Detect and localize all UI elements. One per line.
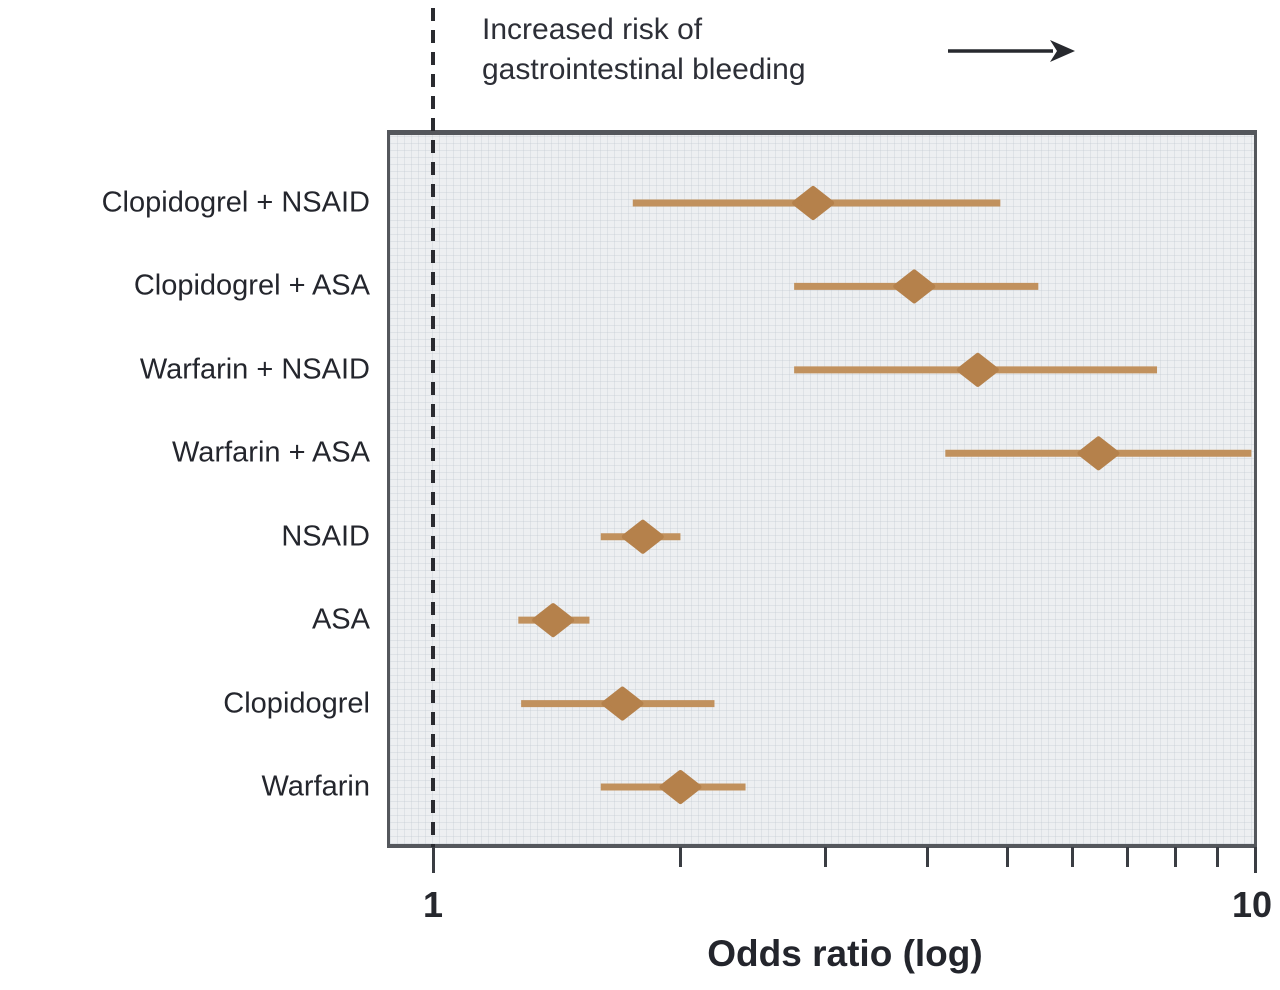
axis-tick xyxy=(678,847,682,867)
axis-tick xyxy=(1126,847,1130,867)
axis-tick xyxy=(1006,847,1010,867)
odds-ratio-diamond-marker xyxy=(532,603,575,638)
row-label: Warfarin xyxy=(261,770,371,803)
right-arrow-icon xyxy=(948,40,1075,62)
row-label: Warfarin + ASA xyxy=(172,436,370,469)
axis-tick xyxy=(1215,847,1219,867)
axis-tick-label: 1 xyxy=(422,884,444,925)
row-label: Clopidogrel + NSAID xyxy=(101,186,370,219)
x-axis-title: Odds ratio (log) xyxy=(707,933,983,974)
odds-ratio-diamond-marker xyxy=(792,186,835,220)
annotation-line2: gastrointestinal bleeding xyxy=(482,53,806,86)
odds-ratio-diamond-marker xyxy=(956,352,999,387)
axis-tick-label: 10 xyxy=(1231,884,1273,925)
annotation-line1: Increased risk of xyxy=(482,13,703,46)
odds-ratio-diamond-marker xyxy=(659,770,702,805)
plot-series-layer xyxy=(518,186,1252,805)
axis-tick xyxy=(431,847,435,873)
row-label: Warfarin + NSAID xyxy=(139,353,370,386)
axis-tick xyxy=(1253,847,1257,873)
plot-area xyxy=(387,130,1257,848)
annotation-increased-risk: Increased risk of gastrointestinal bleed… xyxy=(482,10,806,90)
plot-grid-texture xyxy=(390,135,1254,844)
odds-ratio-diamond-marker xyxy=(1077,436,1120,471)
row-label: Clopidogrel xyxy=(223,687,370,720)
axis-tick xyxy=(1173,847,1177,867)
odds-ratio-diamond-marker xyxy=(601,686,644,721)
odds-ratio-diamond-marker xyxy=(893,269,936,304)
odds-ratio-diamond-marker xyxy=(621,519,664,554)
row-label: Clopidogrel + ASA xyxy=(133,269,370,302)
reference-line-or-1 xyxy=(431,8,435,847)
axis-tick xyxy=(823,847,827,867)
axis-tick xyxy=(926,847,930,867)
row-label: NSAID xyxy=(281,520,370,553)
axis-tick xyxy=(1071,847,1075,867)
row-label: ASA xyxy=(311,603,370,636)
